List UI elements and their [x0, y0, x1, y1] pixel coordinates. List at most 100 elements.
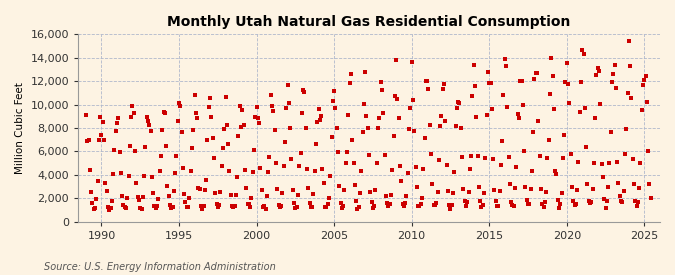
Point: [502, 105, 513, 109]
Point: [495, 163, 506, 167]
Point: [242, 202, 253, 207]
Point: [378, 111, 389, 116]
Point: [163, 193, 174, 198]
Point: [500, 56, 510, 61]
Point: [453, 100, 464, 105]
Point: [597, 175, 608, 179]
Point: [124, 174, 134, 178]
Point: [315, 118, 325, 122]
Point: [213, 205, 223, 209]
Point: [335, 201, 346, 205]
Point: [248, 147, 259, 152]
Point: [80, 112, 91, 117]
Point: [84, 167, 95, 172]
Point: [292, 193, 303, 197]
Point: [197, 207, 208, 212]
Point: [310, 142, 321, 146]
Point: [171, 153, 182, 158]
Point: [552, 198, 563, 202]
Point: [383, 204, 394, 208]
Point: [346, 72, 356, 76]
Point: [109, 148, 119, 152]
Point: [331, 126, 342, 130]
Point: [227, 203, 238, 208]
Point: [594, 68, 605, 73]
Point: [389, 94, 400, 99]
Point: [559, 133, 570, 137]
Point: [132, 195, 143, 199]
Point: [538, 205, 549, 209]
Point: [416, 196, 427, 200]
Point: [117, 194, 128, 199]
Point: [377, 88, 387, 92]
Point: [251, 105, 262, 110]
Point: [131, 181, 142, 185]
Point: [640, 74, 651, 78]
Point: [210, 191, 221, 195]
Point: [105, 206, 116, 210]
Point: [196, 204, 207, 208]
Point: [427, 182, 438, 186]
Point: [398, 204, 409, 208]
Point: [497, 139, 508, 144]
Point: [200, 178, 211, 182]
Point: [379, 153, 390, 157]
Point: [99, 138, 109, 142]
Point: [454, 101, 465, 105]
Point: [369, 204, 379, 208]
Point: [448, 191, 458, 195]
Point: [630, 199, 641, 203]
Point: [144, 122, 155, 127]
Point: [381, 194, 392, 198]
Point: [126, 115, 136, 119]
Point: [568, 199, 578, 203]
Point: [189, 93, 200, 98]
Point: [241, 186, 252, 191]
Point: [362, 125, 373, 130]
Point: [589, 161, 599, 166]
Point: [607, 79, 618, 84]
Point: [275, 204, 286, 209]
Point: [237, 108, 248, 112]
Point: [272, 187, 283, 191]
Point: [86, 190, 97, 194]
Point: [230, 204, 240, 208]
Point: [142, 119, 153, 123]
Point: [643, 148, 653, 153]
Point: [254, 121, 265, 125]
Point: [528, 130, 539, 134]
Point: [583, 199, 594, 204]
Point: [487, 107, 497, 112]
Point: [340, 161, 351, 165]
Point: [103, 204, 113, 209]
Point: [628, 182, 639, 186]
Point: [446, 203, 457, 207]
Point: [342, 150, 352, 154]
Point: [579, 105, 590, 110]
Point: [590, 116, 601, 120]
Point: [244, 202, 254, 207]
Point: [82, 139, 92, 143]
Point: [224, 169, 235, 174]
Point: [122, 196, 133, 200]
Point: [299, 90, 310, 94]
Point: [521, 197, 532, 202]
Point: [192, 116, 202, 121]
Point: [582, 182, 593, 186]
Point: [533, 119, 544, 123]
Point: [90, 206, 101, 211]
Point: [471, 115, 482, 119]
Point: [309, 169, 320, 174]
Point: [551, 172, 562, 177]
Point: [537, 202, 547, 206]
Point: [596, 162, 607, 166]
Point: [360, 70, 371, 74]
Point: [217, 146, 228, 151]
Point: [645, 196, 656, 200]
Point: [300, 125, 311, 130]
Point: [605, 130, 616, 134]
Point: [158, 110, 169, 114]
Point: [406, 59, 417, 64]
Point: [319, 181, 329, 186]
Point: [635, 161, 646, 166]
